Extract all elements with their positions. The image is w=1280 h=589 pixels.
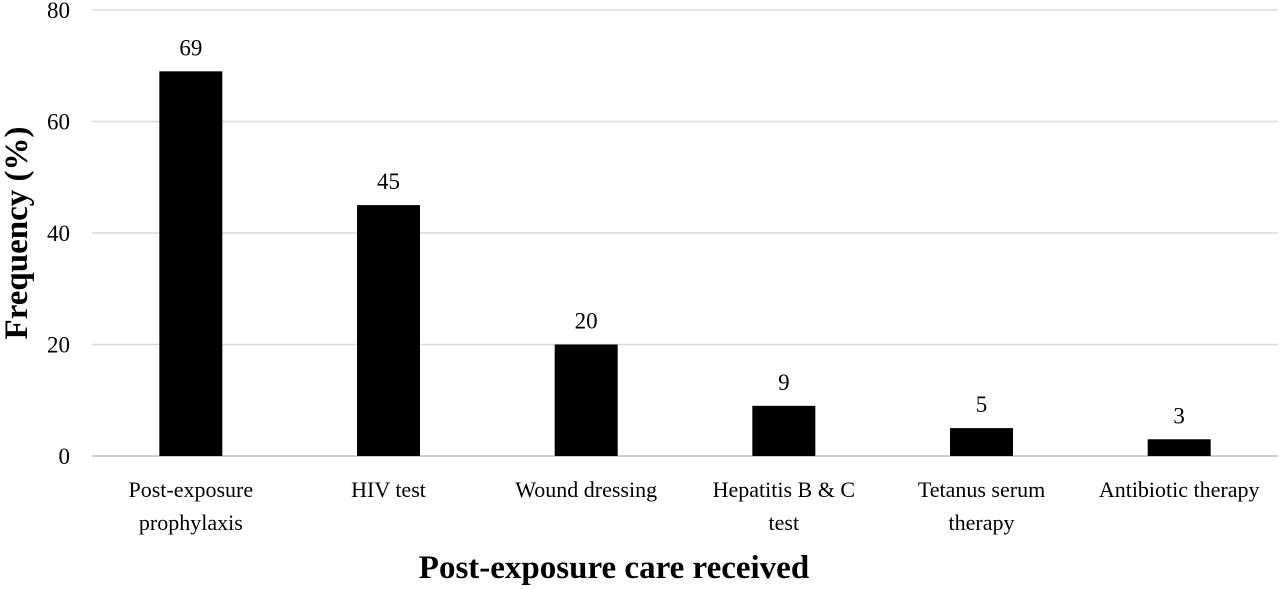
y-tick-label: 0 xyxy=(59,444,71,469)
bar xyxy=(752,405,816,456)
x-tick-label: HIV test xyxy=(351,477,426,502)
y-axis-ticks: 0 20 40 60 80 xyxy=(47,0,70,469)
x-tick-label: Wound dressing xyxy=(515,477,657,502)
bar xyxy=(1147,439,1211,456)
data-label: 9 xyxy=(778,370,790,395)
x-tick-label: Tetanus serum therapy xyxy=(918,477,1045,535)
value-labels: 69 45 20 9 5 3 xyxy=(179,35,1185,428)
data-label: 20 xyxy=(575,309,598,334)
x-tick-label: Antibiotic therapy xyxy=(1099,477,1260,502)
data-label: 3 xyxy=(1173,403,1185,428)
data-label: 69 xyxy=(179,35,202,60)
data-label: 5 xyxy=(976,392,988,417)
y-tick-label: 80 xyxy=(47,0,70,23)
bar xyxy=(159,71,223,456)
bars xyxy=(159,71,1211,456)
y-tick-label: 60 xyxy=(47,110,70,135)
gridlines xyxy=(92,9,1278,457)
bar xyxy=(554,344,618,456)
bar xyxy=(357,205,420,456)
y-tick-label: 40 xyxy=(47,221,70,246)
data-label: 45 xyxy=(377,169,400,194)
y-axis-title: Frequency (%) xyxy=(0,127,35,340)
x-axis-title: Post-exposure care received xyxy=(419,550,809,586)
y-tick-label: 20 xyxy=(47,333,70,358)
x-axis-category-labels: Post-exposure prophylaxis HIV test Wound dr… xyxy=(129,477,1260,535)
x-tick-label: Post-exposure prophylaxis xyxy=(129,477,254,535)
bar xyxy=(950,428,1013,456)
